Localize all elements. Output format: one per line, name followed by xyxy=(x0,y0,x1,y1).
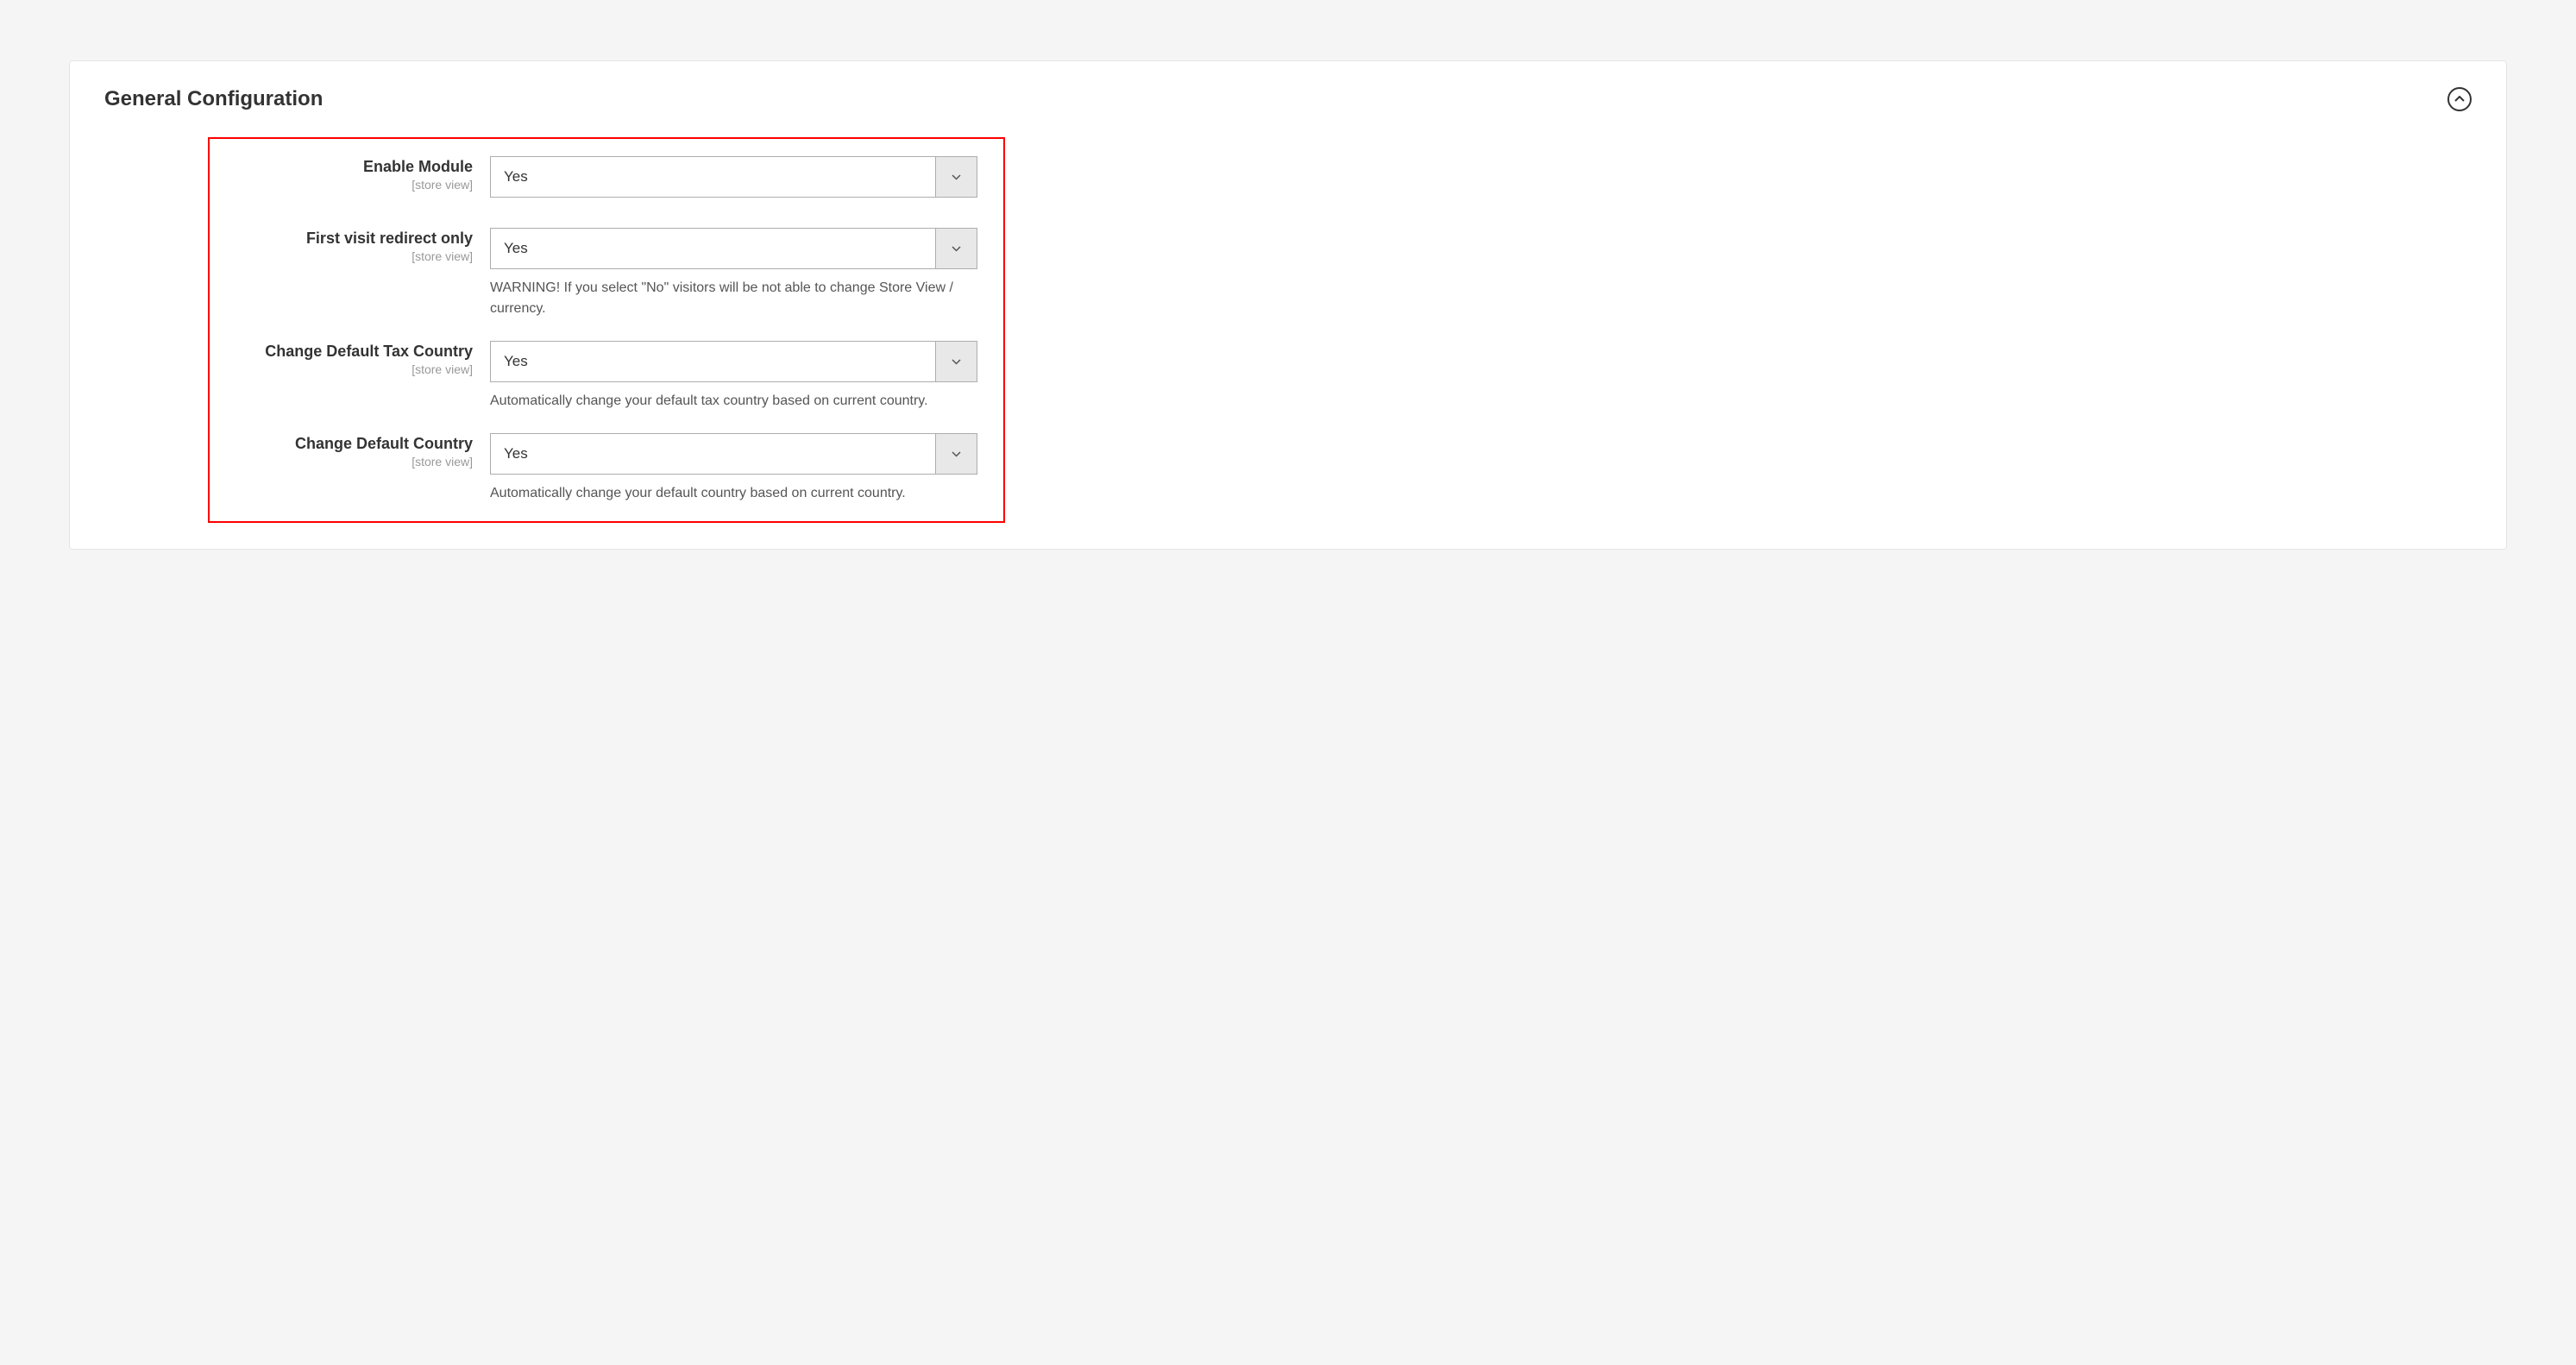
change-default-country-select[interactable]: Yes xyxy=(490,433,977,475)
chevron-down-icon xyxy=(952,246,961,252)
chevron-down-icon xyxy=(952,451,961,457)
field-scope: [store view] xyxy=(223,455,473,469)
enable-module-select[interactable]: Yes xyxy=(490,156,977,198)
field-label: Change Default Tax Country xyxy=(223,343,473,361)
field-note: Automatically change your default countr… xyxy=(490,483,977,504)
field-scope: [store view] xyxy=(223,249,473,263)
field-row-enable-module: Enable Module [store view] Yes xyxy=(223,156,990,198)
field-label: Change Default Country xyxy=(223,435,473,453)
field-value: Yes xyxy=(490,156,977,198)
field-note: Automatically change your default tax co… xyxy=(490,391,977,412)
fields-highlighted-area: Enable Module [store view] Yes First vis… xyxy=(208,137,1005,523)
field-value: Yes Automatically change your default ta… xyxy=(490,341,977,412)
chevron-down-icon xyxy=(952,359,961,365)
select-arrow-button xyxy=(935,434,977,474)
field-row-change-default-country: Change Default Country [store view] Yes … xyxy=(223,433,990,504)
config-panel: General Configuration Enable Module [sto… xyxy=(69,60,2507,550)
select-arrow-button xyxy=(935,229,977,268)
field-label-wrapper: Change Default Country [store view] xyxy=(223,433,490,504)
chevron-down-icon xyxy=(952,174,961,180)
field-label: Enable Module xyxy=(223,158,473,176)
field-value: Yes Automatically change your default co… xyxy=(490,433,977,504)
field-value: Yes WARNING! If you select "No" visitors… xyxy=(490,228,977,319)
field-row-first-visit-redirect: First visit redirect only [store view] Y… xyxy=(223,228,990,319)
field-label: First visit redirect only xyxy=(223,230,473,248)
select-value: Yes xyxy=(491,157,935,197)
field-scope: [store view] xyxy=(223,362,473,376)
select-arrow-button xyxy=(935,157,977,197)
field-note: WARNING! If you select "No" visitors wil… xyxy=(490,278,977,319)
select-value: Yes xyxy=(491,434,935,474)
field-row-change-default-tax-country: Change Default Tax Country [store view] … xyxy=(223,341,990,412)
field-label-wrapper: First visit redirect only [store view] xyxy=(223,228,490,319)
field-scope: [store view] xyxy=(223,178,473,192)
panel-header: General Configuration xyxy=(104,87,2472,111)
field-label-wrapper: Change Default Tax Country [store view] xyxy=(223,341,490,412)
first-visit-redirect-select[interactable]: Yes xyxy=(490,228,977,269)
change-default-tax-country-select[interactable]: Yes xyxy=(490,341,977,382)
chevron-up-icon xyxy=(2454,96,2465,103)
select-arrow-button xyxy=(935,342,977,381)
field-label-wrapper: Enable Module [store view] xyxy=(223,156,490,198)
select-value: Yes xyxy=(491,342,935,381)
select-value: Yes xyxy=(491,229,935,268)
section-title: General Configuration xyxy=(104,87,323,111)
collapse-toggle[interactable] xyxy=(2447,87,2472,111)
